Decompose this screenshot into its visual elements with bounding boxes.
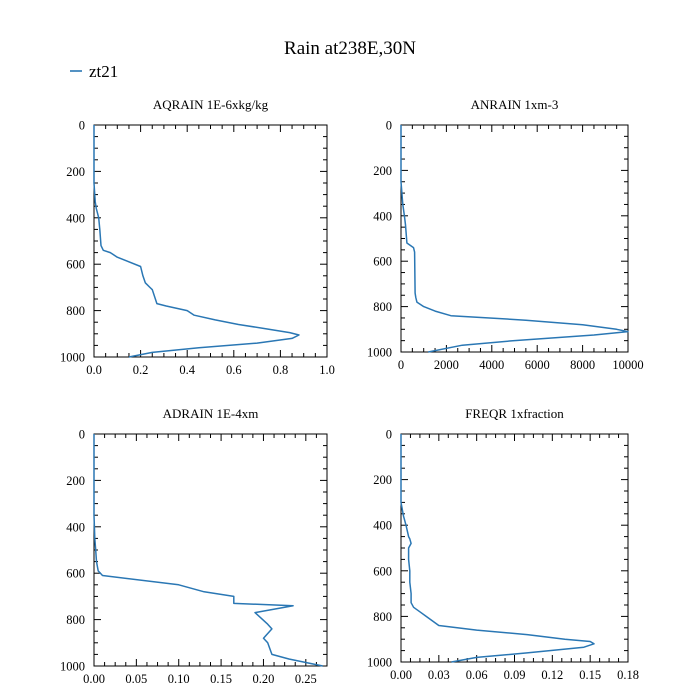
- x-tick-label: 0.09: [504, 668, 526, 682]
- x-tick-label: 0.4: [179, 363, 195, 377]
- y-tick-label: 400: [66, 520, 85, 534]
- panel-title: FREQR 1xfraction: [465, 406, 564, 421]
- panel-3: ADRAIN 1E-4xm 0.00 0.05 0.10 0.15 0.20 0.25 0 20…: [60, 406, 328, 686]
- x-tick-label: 0.05: [125, 672, 147, 686]
- plot-frame: [93, 124, 328, 358]
- plot-frame: [400, 124, 629, 353]
- y-tick-label: 800: [373, 300, 392, 314]
- y-tick-label: 200: [373, 164, 392, 178]
- x-tick-label: 10000: [612, 358, 643, 372]
- x-tick-label: 0.12: [541, 668, 563, 682]
- y-tick-label: 800: [373, 610, 392, 624]
- x-tick-label: 4000: [479, 358, 504, 372]
- y-tick-label: 0: [386, 119, 392, 133]
- y-tick-label: 400: [373, 209, 392, 223]
- y-tick-label: 1000: [367, 346, 392, 360]
- x-tick-label: 0.06: [466, 668, 488, 682]
- x-tick-label: 2000: [434, 358, 459, 372]
- y-tick-label: 0: [79, 119, 85, 133]
- x-tick-label: 0.20: [253, 672, 275, 686]
- x-tick-label: 0.15: [579, 668, 601, 682]
- legend: zt21: [70, 62, 118, 81]
- y-tick-label: 600: [373, 564, 392, 578]
- x-tick-label: 8000: [570, 358, 595, 372]
- y-tick-label: 400: [373, 519, 392, 533]
- plot-frame: [93, 433, 328, 667]
- panel-2: ANRAIN 1xm-3 0 2000 4000 6000 8000 10000 0 200 40…: [367, 97, 644, 372]
- x-tick-label: 0.10: [168, 672, 190, 686]
- y-tick-label: 800: [66, 613, 85, 627]
- x-tick-label: 0.03: [428, 668, 450, 682]
- figure-title: Rain at238E,30N: [284, 38, 416, 59]
- panels: AQRAIN 1E-6xkg/kg 0.0 0.2 0.4 0.6 0.8 1.0 0 200 4…: [60, 97, 644, 686]
- y-tick-label: 1000: [367, 656, 392, 670]
- panel-1: AQRAIN 1E-6xkg/kg 0.0 0.2 0.4 0.6 0.8 1.0 0 200 4…: [60, 97, 335, 377]
- x-tick-label: 1.0: [319, 363, 335, 377]
- y-tick-label: 800: [66, 304, 85, 318]
- panel-title: ADRAIN 1E-4xm: [163, 406, 259, 421]
- y-tick-label: 600: [66, 567, 85, 581]
- x-tick-label: 0.18: [617, 668, 639, 682]
- y-tick-label: 600: [66, 258, 85, 272]
- legend-label-zt21: zt21: [89, 62, 118, 81]
- series-line-zt21: [93, 434, 323, 667]
- y-tick-label: 200: [66, 165, 85, 179]
- y-tick-label: 400: [66, 211, 85, 225]
- x-tick-label: 0.6: [226, 363, 242, 377]
- x-tick-label: 6000: [525, 358, 550, 372]
- x-tick-label: 0.00: [390, 668, 412, 682]
- y-tick-label: 0: [386, 428, 392, 442]
- x-tick-label: 0.15: [210, 672, 232, 686]
- y-tick-label: 200: [66, 474, 85, 488]
- panel-title: AQRAIN 1E-6xkg/kg: [153, 97, 269, 112]
- y-tick-label: 0: [79, 428, 85, 442]
- series-line-zt21: [400, 434, 595, 663]
- y-tick-label: 600: [373, 255, 392, 269]
- x-tick-label: 0: [398, 358, 404, 372]
- x-tick-label: 0.00: [83, 672, 105, 686]
- x-tick-label: 0.25: [295, 672, 317, 686]
- x-tick-label: 0.0: [86, 363, 102, 377]
- series-line-zt21: [93, 125, 300, 358]
- y-tick-label: 1000: [60, 351, 85, 365]
- series-line-zt21: [400, 125, 629, 353]
- x-tick-label: 0.8: [273, 363, 289, 377]
- panel-4: FREQR 1xfraction 0.00 0.03 0.06 0.09 0.12 0.15…: [367, 406, 639, 682]
- y-tick-label: 1000: [60, 660, 85, 674]
- panel-title: ANRAIN 1xm-3: [471, 97, 559, 112]
- y-tick-label: 200: [373, 473, 392, 487]
- x-tick-label: 0.2: [133, 363, 149, 377]
- plot-frame: [400, 433, 629, 663]
